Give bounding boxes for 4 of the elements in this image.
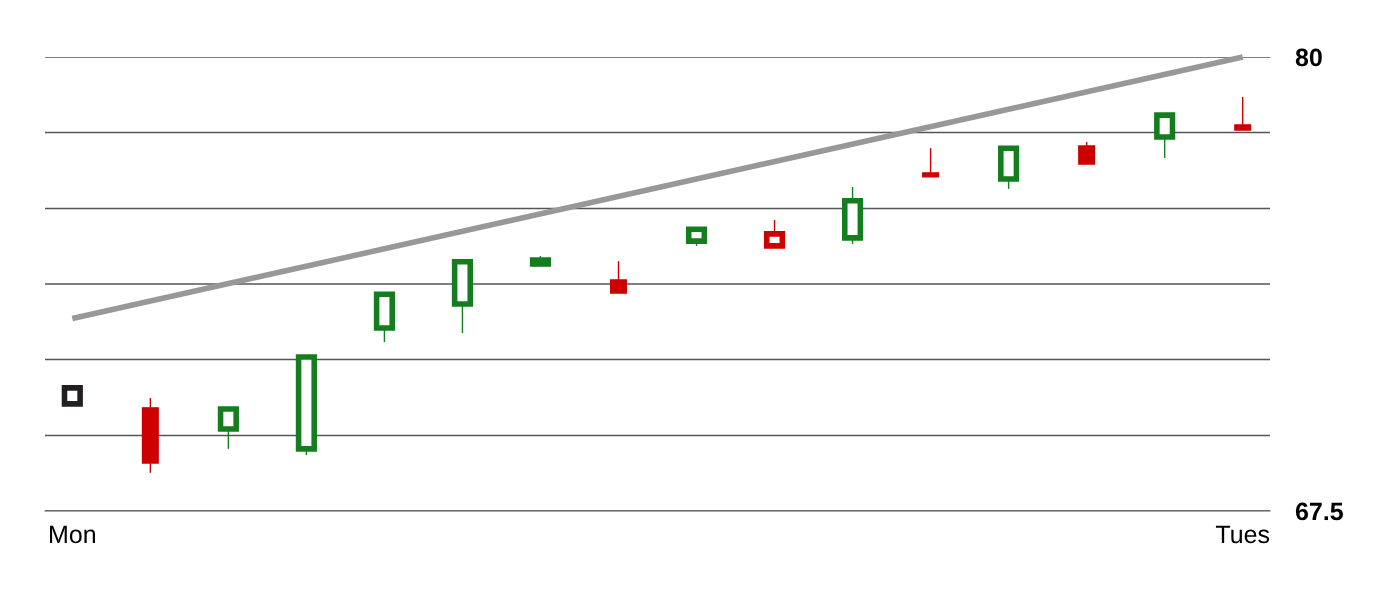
y-tick-label: 67.5 — [1295, 502, 1343, 521]
x-tick-label: Tues — [1215, 525, 1270, 544]
x-tick-label: Mon — [50, 525, 95, 544]
y-tick-label: 80 — [1295, 48, 1322, 67]
